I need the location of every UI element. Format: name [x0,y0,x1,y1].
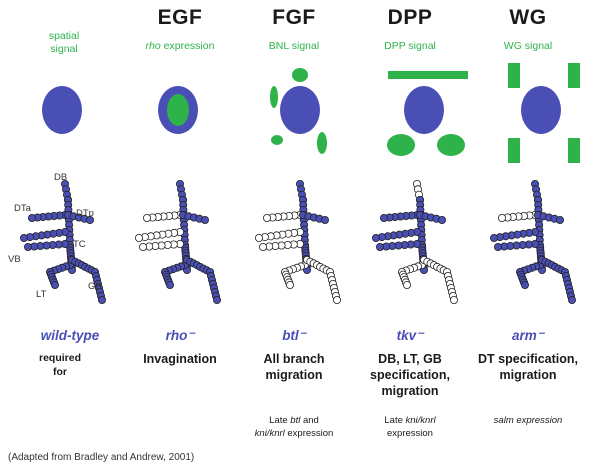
late-gene: salm expression [493,415,563,426]
tracheal-cell [493,242,502,251]
bnl-spot [270,86,278,108]
tracheal-cell [521,280,530,289]
gene-label: rho⁻ [165,328,195,343]
tracheal-cell [98,295,107,304]
dpp-ventral-blob [437,134,465,156]
branch-label-db: DB [54,172,67,183]
wg-stripe [568,138,580,163]
role-label: Invagination [143,352,217,366]
column-header: DPP [387,6,433,29]
wg-stripe [568,63,580,88]
role-label: required for [38,352,81,378]
rho-expression-domain [167,94,189,126]
wg-stripe [508,138,520,163]
tracheal-cell [19,233,28,242]
tracheal-cell [165,280,174,289]
gene-label: arm⁻ [512,328,544,343]
column-header: FGF [272,6,316,29]
signal-text: expression [160,40,215,52]
tracheal-cell [556,215,565,224]
tracheal-cell [568,295,577,304]
late-expression-note: salm expression [466,414,590,427]
branch-label-dta: DTa [14,203,32,214]
tracheal-cell [489,233,498,242]
source-credit: (Adapted from Bradley and Andrew, 2001) [8,452,195,463]
bnl-spot [317,132,327,154]
unmigrated-cell [134,233,143,242]
signal-label: DPP signal [384,40,436,52]
dpp-dorsal-bar [388,71,468,79]
branch-label-dtp: DTp [76,208,94,219]
branch-label-tc: TC [73,239,86,250]
spatial-signal-label: spatial signal [48,30,80,55]
tracheal-cell [212,295,221,304]
unmigrated-cell [262,213,271,222]
bnl-spot [271,135,283,145]
tracheal-tree-rho [134,179,221,304]
tracheal-cell [86,215,95,224]
placode-oval [280,86,320,134]
gene-label: btl⁻ [282,328,306,343]
placode-oval [404,86,444,134]
late-text: expression [387,428,433,439]
late-gene: btl [290,415,301,426]
role-label: DT specification, migration [477,352,579,382]
tracheal-cell [371,233,380,242]
late-expression-note: Late kni/knrl expression [350,414,470,440]
unmigrated-cell [254,233,263,242]
branch-label-lt: LT [36,289,47,300]
unmigrated-cell [142,213,151,222]
tracheal-tree-tkv [371,179,458,304]
tracheal-cell [27,213,36,222]
late-text: and [300,415,319,426]
column-header: WG [509,6,547,29]
signal-label: BNL signal [268,40,320,52]
tracheal-cell [320,215,329,224]
tracheal-tree-arm [489,179,577,304]
tracheal-cell [51,280,60,289]
signal-label: WG signal [503,40,553,52]
role-label: All branch migration [263,352,325,382]
gene-label: wild-type [40,328,100,343]
tracheal-cell [200,215,209,224]
signal-italic: rho [145,40,161,52]
late-text: Late [384,415,406,426]
tracheal-cell [437,215,446,224]
bnl-spot [292,68,308,82]
gene-label: tkv⁻ [396,328,424,343]
tracheal-tree-wild-type [19,179,107,304]
placode-oval [521,86,561,134]
unmigrated-cell [332,295,341,304]
branch-label-gb: GB [88,281,102,292]
unmigrated-cell [258,242,267,251]
unmigrated-cell [285,280,294,289]
placode-oval [42,86,82,134]
tracheal-cell [375,242,384,251]
unmigrated-cell [138,242,147,251]
unmigrated-cell [402,280,411,289]
late-text: expression [284,428,334,439]
dpp-ventral-blob [387,134,415,156]
unmigrated-cell [449,295,458,304]
tracheal-cell [379,213,388,222]
tracheal-cell [23,242,32,251]
late-expression-note: Late btl and kni/knrl expression [234,414,354,440]
late-text: Late [269,415,291,426]
role-label: DB, LT, GB specification, migration [370,352,450,398]
late-gene: kni/knrl [254,428,285,439]
column-header: EGF [157,6,203,29]
unmigrated-cell [497,213,506,222]
tracheal-tree-btl [254,179,341,304]
signal-label: rho expression [120,40,240,52]
wg-stripe [508,63,520,88]
late-gene: kni/knrl [405,415,436,426]
branch-label-vb: VB [8,254,21,265]
